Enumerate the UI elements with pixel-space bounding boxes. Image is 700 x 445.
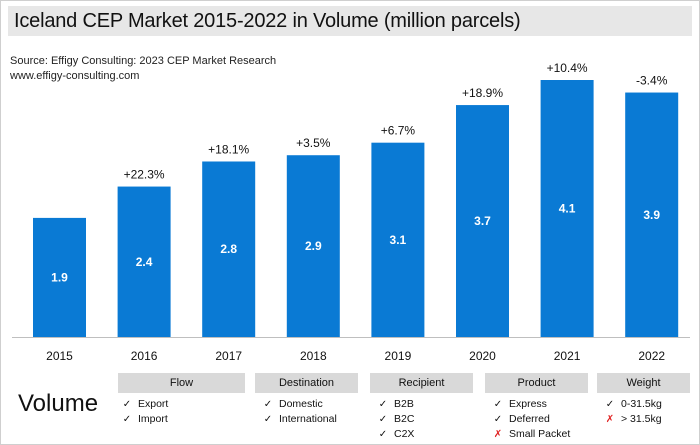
segment-item-label: Export xyxy=(138,398,169,410)
segment-item: ✓ International xyxy=(261,412,358,427)
bar-2022 xyxy=(625,92,679,337)
segment-item: ✓ Express xyxy=(491,397,588,412)
cross-icon: ✗ xyxy=(605,414,615,425)
check-icon: ✓ xyxy=(493,399,503,410)
segment-item: ✓ Import xyxy=(120,412,245,427)
x-tick-label: 2017 xyxy=(215,349,242,363)
value-label: 3.9 xyxy=(643,208,660,222)
segment-item-label: Import xyxy=(138,413,168,425)
segment-item: ✓ B2C xyxy=(376,412,473,427)
volume-label: Volume xyxy=(18,390,99,417)
chart-title: Iceland CEP Market 2015-2022 in Volume (… xyxy=(14,9,521,32)
title-bar: Iceland CEP Market 2015-2022 in Volume (… xyxy=(8,6,692,36)
bar-2018 xyxy=(286,155,340,337)
segment-item-label: B2B xyxy=(394,398,414,410)
value-label: 3.1 xyxy=(390,233,407,247)
segment-item-label: Deferred xyxy=(509,413,550,425)
x-tick-label: 2022 xyxy=(638,349,665,363)
x-tick-label: 2020 xyxy=(469,349,496,363)
x-tick-label: 2021 xyxy=(554,349,581,363)
segment-header: Weight xyxy=(597,373,690,393)
segment-item-label: B2C xyxy=(394,413,415,425)
segment-item: ✓ Deferred xyxy=(491,412,588,427)
segment-item-label: Small Packet xyxy=(509,428,571,440)
x-tick-label: 2016 xyxy=(131,349,158,363)
segment-product: Product ✓ Express ✓ Deferred ✗ Small Packet xyxy=(485,373,588,442)
value-label: 3.7 xyxy=(474,214,491,228)
bars-layer: 1.9 2015 2.4 +22.3% 2016 2.8 +18.1% 2017 2.9 +3.5… xyxy=(33,61,679,363)
value-label: 2.8 xyxy=(220,242,237,256)
segment-item-label: Express xyxy=(509,398,547,410)
segment-item: ✓ Domestic xyxy=(261,397,358,412)
segment-item: ✓ B2B xyxy=(376,397,473,412)
segment-item-label: C2X xyxy=(394,428,415,440)
segment-header: Flow xyxy=(118,373,245,393)
segment-item-label: > 31.5kg xyxy=(621,413,662,425)
segment-item-label: International xyxy=(279,413,337,425)
source-block: Source: Effigy Consulting: 2023 CEP Mark… xyxy=(10,54,276,84)
bar-2021 xyxy=(540,80,594,337)
growth-label: +3.5% xyxy=(296,136,331,150)
growth-label: +6.7% xyxy=(381,124,416,138)
check-icon: ✓ xyxy=(263,414,273,425)
segment-flow: Flow ✓ Export ✓ Import xyxy=(118,373,245,427)
check-icon: ✓ xyxy=(605,399,615,410)
segment-item-label: 0-31.5kg xyxy=(621,398,662,410)
value-label: 2.4 xyxy=(136,255,153,269)
growth-label: +18.1% xyxy=(208,142,249,156)
growth-label: +22.3% xyxy=(124,168,165,182)
value-label: 4.1 xyxy=(559,202,576,216)
bar-chart: 1.9 2015 2.4 +22.3% 2016 2.8 +18.1% 2017 2.9 +3.5… xyxy=(12,61,690,363)
bar-2019 xyxy=(371,142,425,337)
segment-item: ✓ C2X xyxy=(376,427,473,442)
value-label: 1.9 xyxy=(51,270,68,284)
source-url: www.effigy-consulting.com xyxy=(10,70,140,82)
segment-weight: Weight ✓ 0-31.5kg ✗ > 31.5kg xyxy=(597,373,690,427)
check-icon: ✓ xyxy=(378,429,388,440)
bar-2017 xyxy=(202,161,256,337)
check-icon: ✓ xyxy=(378,399,388,410)
bar-2015 xyxy=(33,217,86,337)
check-icon: ✓ xyxy=(122,399,132,410)
x-tick-label: 2018 xyxy=(300,349,327,363)
growth-label: -3.4% xyxy=(636,74,668,88)
segment-item: ✗ > 31.5kg xyxy=(603,412,690,427)
bar-2016 xyxy=(117,186,171,337)
check-icon: ✓ xyxy=(378,414,388,425)
segment-item-label: Domestic xyxy=(279,398,323,410)
x-tick-label: 2019 xyxy=(385,349,412,363)
growth-label: +10.4% xyxy=(547,61,588,75)
segment-destination: Destination ✓ Domestic ✓ International xyxy=(255,373,358,427)
cross-icon: ✗ xyxy=(493,429,503,440)
source-text: Source: Effigy Consulting: 2023 CEP Mark… xyxy=(10,55,277,67)
segment-item: ✗ Small Packet xyxy=(491,427,588,442)
segment-header: Product xyxy=(485,373,588,393)
check-icon: ✓ xyxy=(122,414,132,425)
growth-label: +18.9% xyxy=(462,86,503,100)
segment-header: Recipient xyxy=(370,373,473,393)
segment-header: Destination xyxy=(255,373,358,393)
check-icon: ✓ xyxy=(493,414,503,425)
bar-2020 xyxy=(456,105,509,337)
value-label: 2.9 xyxy=(305,239,322,253)
segment-recipient: Recipient ✓ B2B ✓ B2C ✓ C2X xyxy=(370,373,473,442)
segment-item: ✓ 0-31.5kg xyxy=(603,397,690,412)
x-tick-label: 2015 xyxy=(46,349,73,363)
check-icon: ✓ xyxy=(263,399,273,410)
segment-item: ✓ Export xyxy=(120,397,245,412)
